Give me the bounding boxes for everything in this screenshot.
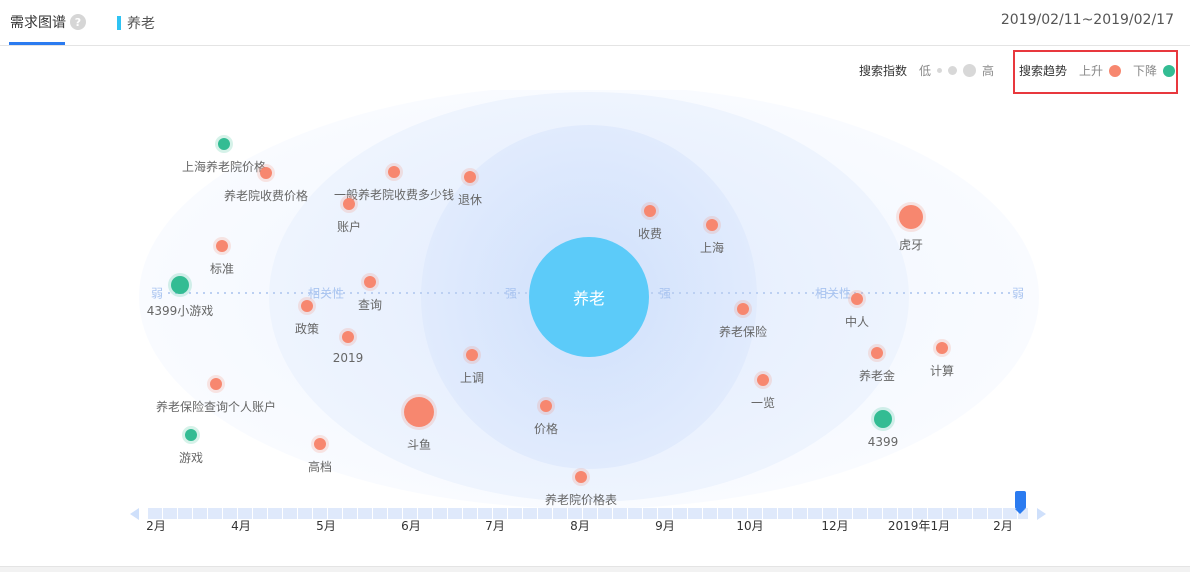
date-range: 2019/02/11~2019/02/17 (1000, 12, 1174, 28)
search-trend-legend: 搜索趋势 上升 下降 (1019, 62, 1176, 79)
search-index-legend: 搜索指数 低 高 (859, 62, 994, 79)
keyword-node-label[interactable]: 计算 (929, 364, 955, 378)
keyword-node[interactable] (388, 166, 400, 178)
axis-strong-left: 强 (504, 286, 518, 301)
timeline-next-icon[interactable] (1037, 508, 1046, 520)
timeline-prev-icon[interactable] (130, 508, 139, 520)
keyword-node[interactable] (171, 276, 189, 294)
keyword-node-label[interactable]: 收费 (637, 227, 663, 241)
keyword-node[interactable] (314, 438, 326, 450)
size-medium-icon (948, 66, 958, 75)
keyword-node[interactable] (210, 378, 222, 390)
keyword-node[interactable] (185, 429, 197, 441)
keyword-node-label[interactable]: 价格 (533, 422, 559, 436)
keyword-node[interactable] (851, 293, 863, 305)
up-dot-icon (1109, 64, 1122, 77)
search-trend-label: 搜索趋势 (1019, 64, 1068, 78)
keyword-node[interactable] (216, 240, 228, 252)
timeline-slider[interactable] (148, 508, 1028, 519)
size-large-icon (963, 64, 977, 77)
low-label: 低 (919, 64, 932, 78)
keyword-node-label[interactable]: 养老金 (858, 369, 896, 383)
keyword-node-label[interactable]: 养老保险查询个人账户 (155, 400, 277, 414)
timeline-tick: 2019年1月 (887, 519, 951, 533)
axis-relevance-left: 相关性 (307, 286, 345, 301)
header: 需求图谱 ? 养老 2019/02/11~2019/02/17 (0, 0, 1190, 46)
keyword-node[interactable] (301, 300, 313, 312)
keyword-node[interactable] (871, 347, 883, 359)
keyword-node-label[interactable]: 一般养老院收费多少钱 (333, 188, 455, 202)
tab-demand-graph[interactable]: 需求图谱 ? (10, 12, 86, 32)
down-dot-icon (1163, 64, 1176, 77)
keyword-node[interactable] (540, 400, 552, 412)
axis-weak-left: 弱 (150, 286, 164, 301)
keyword-node-label[interactable]: 2019 (332, 351, 364, 365)
search-index-label: 搜索指数 (859, 64, 908, 78)
help-icon[interactable]: ? (70, 14, 86, 30)
keyword-node-label[interactable]: 一览 (750, 396, 776, 410)
keyword-node-label[interactable]: 斗鱼 (406, 438, 432, 452)
keyword-node-label[interactable]: 政策 (294, 322, 320, 336)
timeline-tick: 2月 (993, 519, 1013, 533)
keyword-node[interactable] (874, 410, 892, 428)
keyword-marker (117, 16, 121, 30)
keyword-node-label[interactable]: 养老院收费价格 (223, 189, 309, 203)
demand-graph: 弱 相关性 强 强 相关性 弱 养老 上海养老院价格养老院收费价格 一般养老院收费… (0, 90, 1190, 510)
keyword-node[interactable] (936, 342, 948, 354)
keyword-node-label[interactable]: 养老保险 (718, 325, 768, 339)
timeline-tick: 5月 (316, 519, 336, 533)
keyword-node[interactable] (364, 276, 376, 288)
keyword-node-label[interactable]: 上海 (699, 241, 725, 255)
keyword-node[interactable] (644, 205, 656, 217)
keyword-node[interactable] (899, 205, 923, 229)
timeline-tick: 6月 (401, 519, 421, 533)
keyword-node[interactable] (466, 349, 478, 361)
keyword-node[interactable] (757, 374, 769, 386)
keyword-node[interactable] (343, 198, 355, 210)
timeline-tick: 8月 (570, 519, 590, 533)
timeline-tick: 12月 (821, 519, 849, 533)
keyword-node-label[interactable]: 上调 (459, 371, 485, 385)
axis-relevance-right: 相关性 (814, 286, 852, 301)
keyword-node-label[interactable]: 中人 (844, 315, 870, 329)
keyword-node[interactable] (218, 138, 230, 150)
timeline-tick: 2月 (146, 519, 166, 533)
timeline-tick: 10月 (736, 519, 764, 533)
keyword-node-label[interactable]: 标准 (209, 262, 235, 276)
high-label: 高 (982, 64, 995, 78)
timeline-tick: 7月 (485, 519, 505, 533)
keyword-node[interactable] (737, 303, 749, 315)
down-label: 下降 (1133, 64, 1158, 78)
timeline-handle[interactable] (1015, 491, 1026, 514)
keyword-label: 养老 (117, 13, 155, 33)
keyword-node-label[interactable]: 4399小游戏 (146, 304, 214, 318)
keyword-node-label[interactable]: 账户 (336, 220, 362, 234)
keyword-node-label[interactable]: 养老院价格表 (544, 493, 618, 507)
up-label: 上升 (1079, 64, 1104, 78)
keyword-node[interactable] (706, 219, 718, 231)
keyword-node-label[interactable]: 高档 (307, 460, 333, 474)
keyword-node[interactable] (404, 397, 434, 427)
keyword-node-label[interactable]: 4399 (867, 435, 899, 449)
timeline-tick: 9月 (655, 519, 675, 533)
keyword-node-label[interactable]: 游戏 (178, 451, 204, 465)
keyword-node-label[interactable]: 虎牙 (898, 238, 924, 252)
tab-label: 需求图谱 (10, 15, 66, 31)
keyword-node-label[interactable]: 退休 (457, 193, 483, 207)
keyword-node-label[interactable]: 上海养老院价格 (181, 160, 267, 174)
keyword-text: 养老 (127, 16, 155, 32)
keyword-node[interactable] (260, 167, 272, 179)
center-keyword-node[interactable]: 养老 (529, 237, 649, 357)
trend-legend-highlight (1013, 50, 1178, 94)
footer-divider (0, 566, 1190, 572)
axis-weak-right: 弱 (1011, 286, 1025, 301)
axis-strong-right: 强 (658, 286, 672, 301)
timeline-tick: 4月 (231, 519, 251, 533)
keyword-node-label[interactable]: 查询 (357, 298, 383, 312)
keyword-node[interactable] (342, 331, 354, 343)
active-tab-indicator (9, 42, 65, 45)
keyword-node[interactable] (575, 471, 587, 483)
size-small-icon (937, 68, 943, 73)
keyword-node[interactable] (464, 171, 476, 183)
